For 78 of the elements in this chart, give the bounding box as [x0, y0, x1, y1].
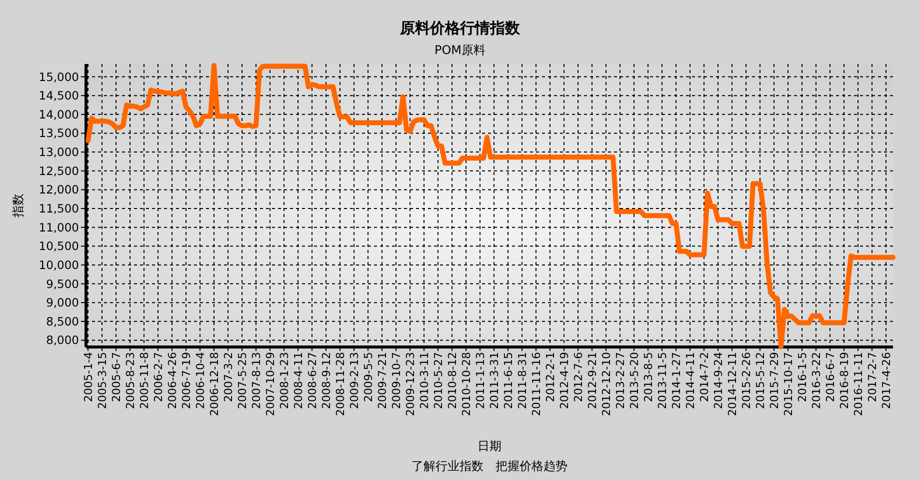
x-tick-label: 2011-1-13 — [474, 352, 487, 409]
x-tick-label: 2015-2-26 — [740, 352, 753, 409]
x-tick-label: 2010-3-11 — [418, 352, 431, 409]
x-tick-label: 2010-8-12 — [446, 352, 459, 409]
x-tick-label: 2007-5-25 — [236, 352, 249, 409]
chart-subtitle: POM原料 — [434, 43, 486, 57]
y-tick-label: 15,000 — [38, 70, 79, 84]
x-tick-label: 2010-10-28 — [460, 352, 473, 416]
x-tick-label: 2014-1-27 — [670, 352, 683, 409]
chart-title: 原料价格行情指数 — [399, 19, 521, 37]
x-tick-label: 2010-5-27 — [432, 352, 445, 409]
x-tick-label: 2006-10-4 — [194, 352, 207, 409]
x-tick-label: 2006-7-19 — [180, 352, 193, 409]
x-tick-label: 2005-11-8 — [138, 352, 151, 409]
x-tick-label: 2006-12-18 — [208, 352, 221, 416]
x-tick-label: 2005-1-4 — [82, 352, 95, 402]
x-tick-label: 2009-10-7 — [390, 352, 403, 409]
y-tick-label: 10,500 — [38, 239, 79, 254]
x-tick-label: 2009-12-23 — [404, 352, 417, 416]
x-tick-label: 2015-5-12 — [754, 352, 767, 409]
x-tick-label: 2014-9-24 — [712, 352, 725, 409]
x-tick-label: 2017-4-26 — [880, 352, 893, 409]
x-tick-label: 2011-8-31 — [516, 352, 529, 409]
x-tick-label: 2016-1-5 — [796, 352, 809, 402]
x-tick-label: 2012-9-21 — [586, 352, 599, 409]
x-tick-label: 2011-3-31 — [488, 352, 501, 409]
x-tick-label: 2012-7-6 — [572, 352, 585, 402]
x-tick-label: 2016-11-11 — [852, 352, 865, 416]
x-tick-label: 2009-7-21 — [376, 352, 389, 409]
x-tick-label: 2014-4-11 — [684, 352, 697, 409]
x-tick-label: 2006-2-7 — [152, 352, 165, 402]
x-tick-label: 2015-7-29 — [768, 352, 781, 409]
x-tick-label: 2005-6-7 — [110, 352, 123, 402]
x-tick-label: 2005-8-23 — [124, 352, 137, 409]
x-tick-label: 2016-6-7 — [824, 352, 837, 402]
y-tick-label: 13,500 — [38, 126, 79, 140]
y-tick-label: 8,000 — [46, 333, 79, 348]
y-tick-label: 10,000 — [38, 258, 79, 272]
text: 了解行业指数 把握价格趋势 — [412, 459, 568, 473]
y-tick-label: 9,000 — [46, 296, 79, 310]
x-tick-label: 2005-3-15 — [96, 352, 109, 409]
x-tick-label: 2015-10-17 — [782, 352, 795, 416]
y-axis-title: 指数 — [11, 194, 25, 218]
y-tick-label: 12,000 — [38, 182, 79, 197]
x-tick-label: 2011-11-16 — [530, 352, 543, 416]
y-tick-label: 8,500 — [46, 314, 79, 328]
x-tick-label: 2008-1-23 — [278, 352, 291, 409]
y-tick-label: 14,000 — [38, 107, 79, 122]
x-tick-label: 2014-12-11 — [726, 352, 739, 416]
x-tick-label: 2012-12-10 — [600, 352, 613, 416]
x-tick-label: 2007-8-13 — [250, 352, 263, 409]
x-tick-label: 2009-2-13 — [348, 352, 361, 409]
y-tick-label: 14,500 — [38, 88, 79, 103]
x-tick-label: 2016-8-19 — [838, 352, 851, 409]
x-tick-label: 2017-2-7 — [866, 352, 879, 402]
x-tick-label: 2006-4-26 — [166, 352, 179, 409]
y-tick-label: 9,500 — [46, 276, 79, 291]
x-axis-title: 日期 — [478, 439, 502, 453]
x-tick-label: 2008-6-27 — [306, 352, 319, 409]
x-tick-label: 2013-5-20 — [628, 352, 641, 409]
x-tick-label: 2008-4-11 — [292, 352, 305, 409]
x-tick-label: 2014-7-2 — [698, 352, 711, 402]
x-tick-label: 2012-4-19 — [558, 352, 571, 409]
y-tick-label: 13,000 — [38, 145, 79, 160]
x-tick-label: 2013-8-5 — [642, 352, 655, 402]
x-tick-label: 2008-9-12 — [320, 352, 333, 409]
y-tick-label: 11,500 — [38, 202, 79, 216]
x-tick-label: 2008-11-28 — [334, 352, 347, 416]
x-tick-label: 2012-2-1 — [544, 352, 557, 402]
x-tick-label: 2007-10-29 — [264, 352, 277, 416]
x-tick-label: 2013-11-5 — [656, 352, 669, 409]
x-tick-label: 2011-6-15 — [502, 352, 515, 409]
x-tick-label: 2013-2-27 — [614, 352, 627, 409]
x-tick-label: 2009-5-5 — [362, 352, 375, 402]
y-tick-label: 12,500 — [38, 164, 79, 178]
x-tick-label: 2007-3-2 — [222, 352, 235, 402]
y-tick-label: 11,000 — [38, 220, 79, 234]
x-tick-label: 2016-3-22 — [810, 352, 823, 409]
